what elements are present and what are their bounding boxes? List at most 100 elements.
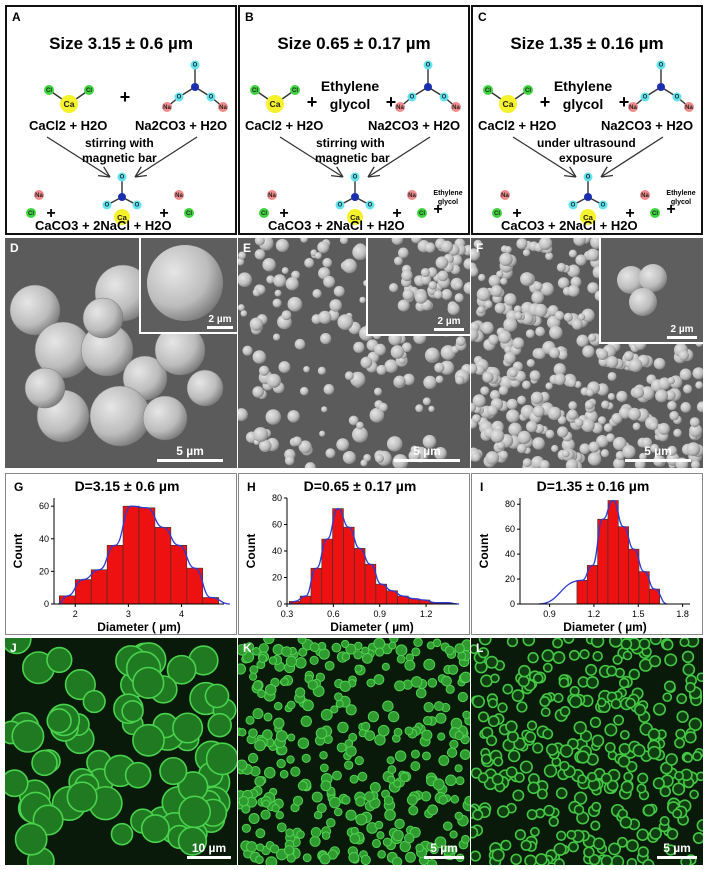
chlorine-atom: Cl [250, 85, 260, 95]
fluor-particle [505, 720, 518, 733]
carbon-atom [424, 83, 432, 91]
plus-sign: + [540, 92, 551, 112]
x-tick-label: 0.3 [281, 609, 294, 619]
y-tick-label: 20 [272, 573, 282, 583]
fluor-particle [576, 750, 590, 764]
fluor-particle [321, 831, 331, 840]
fluor-particle [606, 665, 618, 677]
oxygen-atom-sphere [132, 200, 142, 210]
sem-particle [434, 362, 445, 373]
sodium-atom-sphere [267, 190, 277, 200]
fluor-particle [672, 808, 683, 819]
sem-particle [557, 277, 570, 289]
oxygen-atom-label: O [571, 203, 576, 209]
fluor-particle [395, 644, 408, 657]
sem-particle [422, 397, 431, 406]
fluor-particle [471, 850, 481, 862]
fluor-particle [361, 646, 370, 655]
arrow-head [103, 166, 111, 178]
fluor-particle [663, 680, 676, 693]
fluor-particle [292, 795, 304, 806]
sem-particle [351, 426, 368, 443]
oxygen-atom: O [407, 92, 417, 102]
sem-particle [695, 381, 703, 389]
sem-particle [384, 359, 398, 373]
fluor-particle [286, 755, 295, 764]
chlorine-atom: Cl [483, 85, 493, 95]
fluor-particle [543, 764, 558, 778]
sodium-atom-sphere [395, 102, 405, 112]
oxygen-atom-label: O [586, 175, 591, 181]
sem-particle [281, 267, 289, 275]
oxygen-atom-sphere [190, 60, 200, 70]
sem-image-e: E 2 µm 5 µm [238, 238, 470, 468]
sem-particle [186, 369, 224, 407]
fluor-particle [662, 692, 673, 703]
fluor-particle [374, 647, 385, 657]
fluor-particle [573, 791, 588, 805]
fluor-particle [526, 809, 538, 820]
sem-particle [454, 281, 463, 290]
sem-particle [455, 336, 466, 347]
sem-particle [287, 410, 300, 423]
sem-particle [352, 244, 369, 261]
sem-particle [547, 406, 562, 421]
fluor-particle [301, 753, 311, 763]
x-tick-label: 1.8 [676, 609, 689, 619]
ethylene-glycol-product: Ethylene glycol [433, 190, 463, 207]
fit-curve [57, 505, 230, 605]
chart-title: D=0.65 ± 0.17 µm [304, 478, 417, 494]
sodium-atom-sphere [34, 190, 44, 200]
scale-bar: 10 µm [187, 841, 231, 859]
sem-particle [397, 299, 410, 312]
chlorine-atom: Cl [523, 85, 533, 95]
histogram-bar [138, 507, 156, 605]
fluor-particle [532, 742, 544, 754]
oxygen-atom-sphere [672, 92, 682, 102]
carbon-atom [191, 83, 199, 91]
fluor-particle [341, 795, 351, 805]
scheme-panel-a: A Size 3.15 ± 0.6 µm Cl Cl Ca + O O O Na Na Na Cl +… [5, 5, 237, 235]
sem-particle [350, 371, 366, 388]
sem-particle [337, 314, 354, 330]
y-axis-label: Count [244, 534, 258, 569]
fluor-particle [413, 638, 423, 647]
fluor-particle [132, 723, 165, 757]
sem-particle [553, 373, 566, 386]
fluor-particle [516, 701, 528, 713]
fluor-particle [511, 689, 525, 703]
fluor-particle [682, 752, 693, 763]
sem-particle [238, 272, 252, 287]
fluor-particle [371, 838, 382, 849]
scheme-title: Size 1.35 ± 0.16 µm [510, 34, 664, 53]
fluor-particle [497, 702, 508, 713]
sem-particle [393, 375, 406, 387]
fluor-particle [445, 684, 455, 694]
fluor-particle [449, 830, 458, 839]
fluor-particle [442, 821, 453, 831]
fluor-particle [207, 712, 232, 738]
scale-label: 5 µm [413, 444, 441, 458]
condition-line-1: under ultrasound [537, 136, 636, 150]
fluor-particle [275, 810, 284, 820]
y-tick-label: 60 [272, 520, 282, 530]
oxygen-atom-label: O [410, 95, 415, 101]
sem-particle [618, 406, 632, 419]
fluor-particle [539, 696, 551, 708]
fluor-particle [341, 652, 351, 661]
fluor-particle [355, 796, 366, 807]
fluor-particle [679, 638, 690, 648]
histogram-bar [343, 526, 355, 605]
sem-particle [673, 428, 682, 438]
sem-particle [374, 453, 384, 463]
fluor-particle [393, 727, 403, 737]
histogram-bar [106, 544, 124, 605]
sem-particle [596, 435, 609, 448]
sem-particle [508, 368, 518, 378]
sem-particle [312, 288, 322, 299]
x-tick-label: 3 [126, 609, 131, 619]
fluor-particle [588, 853, 601, 865]
inset-scale-label: 2 µm [670, 324, 694, 335]
fluor-particle [573, 804, 585, 816]
